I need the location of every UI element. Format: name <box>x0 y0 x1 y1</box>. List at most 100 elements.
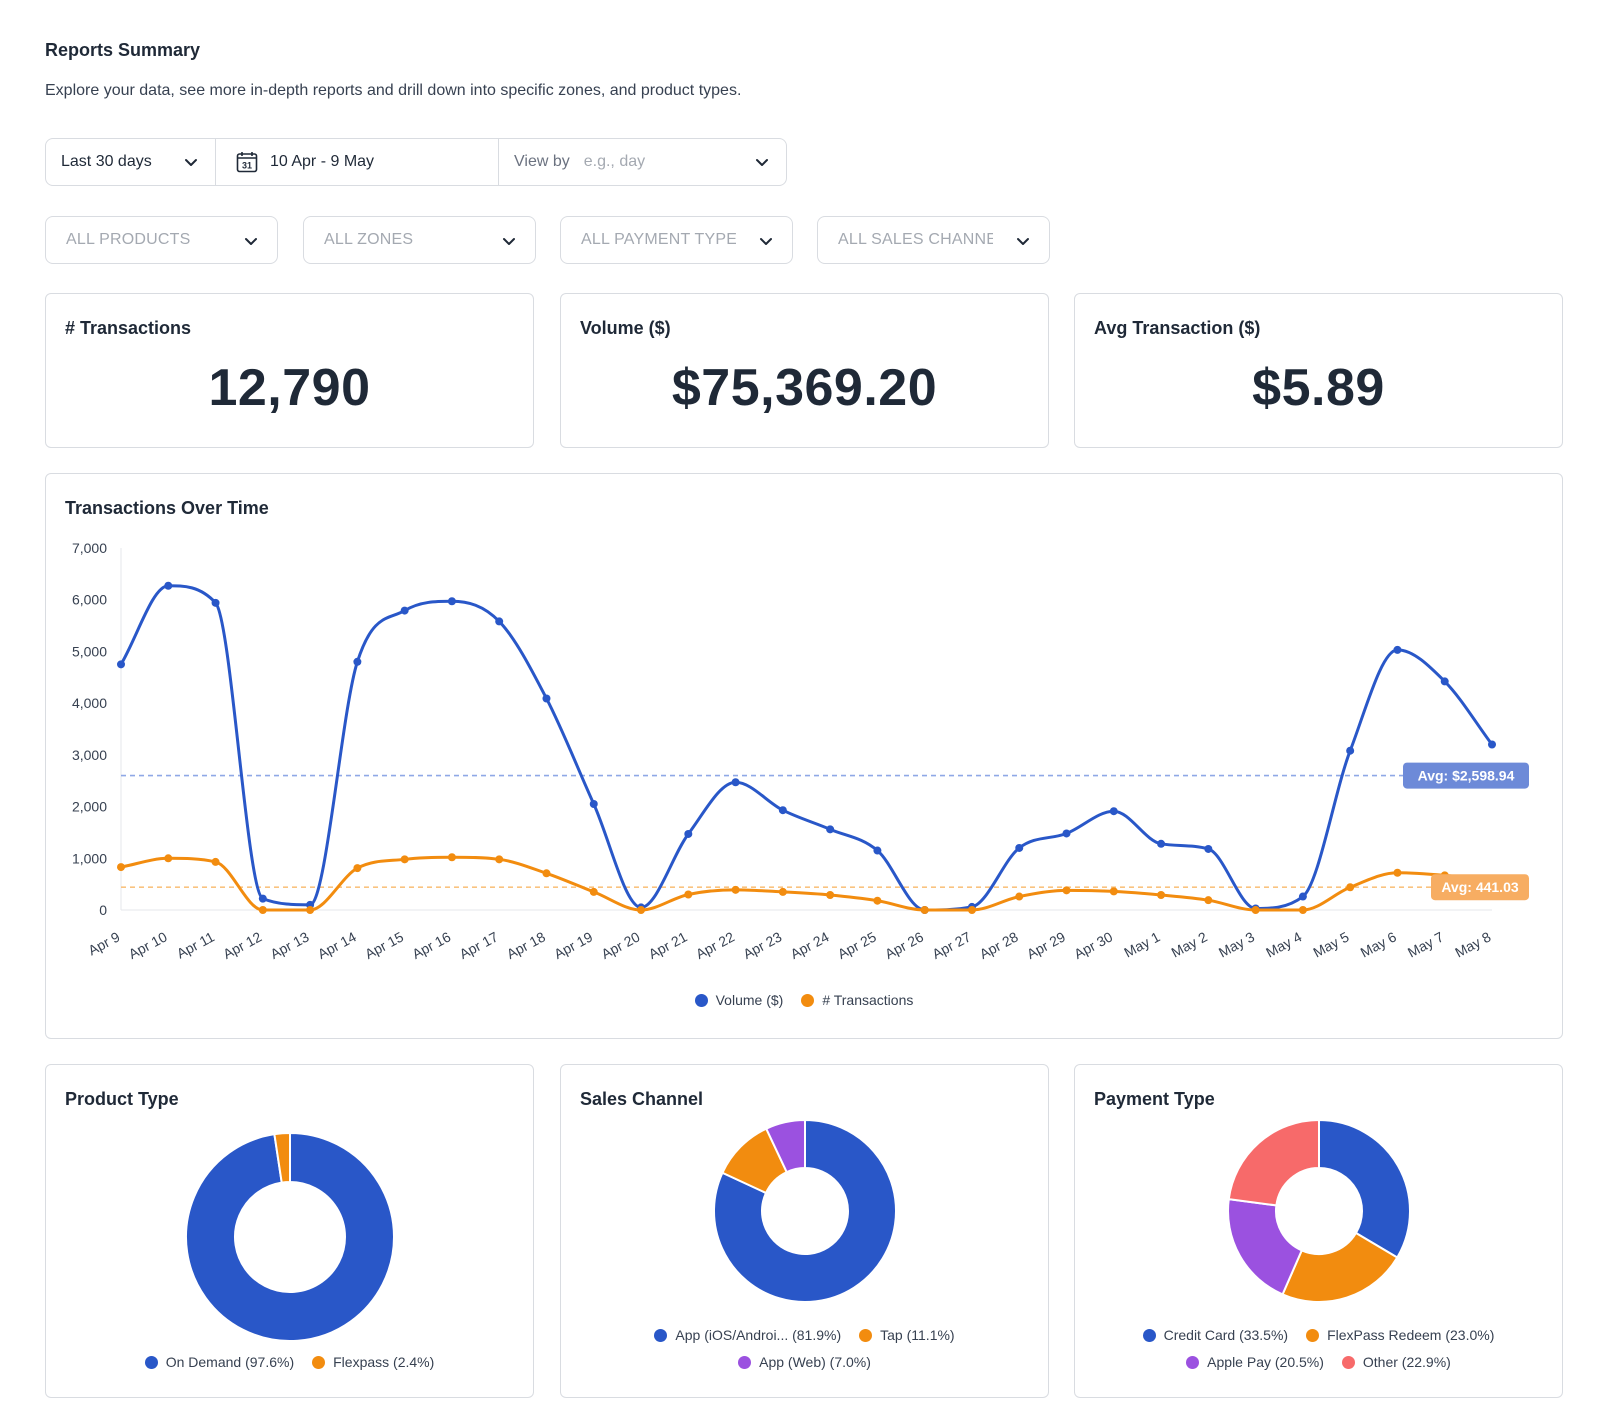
data-point <box>1393 645 1402 654</box>
date-range-picker[interactable]: 31 10 Apr - 9 May <box>216 139 499 185</box>
x-tick-label: Apr 14 <box>315 928 359 962</box>
filter-zones[interactable]: ALL ZONES <box>303 216 536 264</box>
data-point <box>1440 677 1449 686</box>
legend-item[interactable]: Other (22.9%) <box>1341 1354 1451 1370</box>
legend-item[interactable]: App (Web) (7.0%) <box>738 1354 871 1370</box>
x-tick-label: May 3 <box>1216 928 1257 960</box>
legend-item[interactable]: Credit Card (33.5%) <box>1142 1327 1288 1343</box>
x-tick-label: Apr 11 <box>174 928 217 961</box>
line-chart-legend: Volume ($) # Transactions <box>46 992 1562 1008</box>
chart-title: Product Type <box>65 1089 179 1109</box>
view-by-select[interactable]: View by <box>499 139 786 185</box>
filter-payment-types[interactable]: ALL PAYMENT TYPES <box>560 216 793 264</box>
filter-zones-label: ALL ZONES <box>324 231 414 248</box>
x-tick-label: Apr 16 <box>409 928 453 962</box>
legend-item[interactable]: Flexpass (2.4%) <box>312 1354 434 1370</box>
data-point <box>589 887 598 896</box>
x-tick-label: Apr 15 <box>362 928 406 962</box>
data-point <box>1015 892 1024 901</box>
y-tick-label: 6,000 <box>72 592 107 608</box>
product-type-donut <box>185 1131 395 1342</box>
filter-products-label: ALL PRODUCTS <box>66 231 191 248</box>
legend-label: FlexPass Redeem (23.0%) <box>1327 1327 1495 1343</box>
data-point <box>731 778 740 787</box>
payment-type-card: Payment Type Credit Card (33.5%) FlexPas… <box>1074 1064 1563 1398</box>
legend-item[interactable]: Apple Pay (20.5%) <box>1186 1354 1324 1370</box>
y-tick-label: 3,000 <box>72 747 107 763</box>
x-tick-label: Apr 23 <box>740 928 784 962</box>
legend-dot-icon <box>1186 1355 1200 1369</box>
sales-channel-card: Sales Channel App (iOS/Androi... (81.9%)… <box>560 1064 1049 1398</box>
chevron-down-icon <box>245 238 257 245</box>
data-point <box>542 694 551 703</box>
view-by-input[interactable] <box>583 153 734 171</box>
x-tick-label: May 6 <box>1358 928 1399 960</box>
donut-slice <box>185 1131 395 1342</box>
legend-label: Apple Pay (20.5%) <box>1207 1354 1324 1370</box>
x-tick-label: May 1 <box>1121 928 1162 960</box>
legend-item-volume[interactable]: Volume ($) <box>694 992 783 1008</box>
filter-products[interactable]: ALL PRODUCTS <box>45 216 278 264</box>
chevron-down-icon <box>503 238 515 245</box>
x-tick-label: Apr 13 <box>268 928 312 962</box>
data-point <box>306 906 315 914</box>
view-by-label: View by <box>514 153 570 170</box>
data-point <box>258 894 267 903</box>
data-point <box>778 806 787 815</box>
data-point <box>1251 906 1260 914</box>
legend-label: App (Web) (7.0%) <box>759 1354 871 1370</box>
legend-dot-icon <box>312 1355 326 1369</box>
legend-item[interactable]: On Demand (97.6%) <box>144 1354 294 1370</box>
x-tick-label: Apr 18 <box>504 928 548 962</box>
data-point <box>684 829 693 838</box>
product-type-legend: On Demand (97.6%) Flexpass (2.4%) <box>46 1354 533 1370</box>
donut-slice <box>273 1131 291 1184</box>
data-point <box>211 598 220 607</box>
data-point <box>164 854 173 863</box>
y-tick-label: 0 <box>99 902 107 918</box>
data-point <box>1204 844 1213 853</box>
data-point <box>1346 746 1355 755</box>
page-title: Reports Summary <box>45 40 201 60</box>
legend-item[interactable]: FlexPass Redeem (23.0%) <box>1306 1327 1494 1343</box>
data-point <box>1109 887 1118 896</box>
filter-sales-channels[interactable]: ALL SALES CHANNELS <box>817 216 1050 264</box>
x-tick-label: Apr 17 <box>457 928 501 962</box>
legend-item[interactable]: Tap (11.1%) <box>859 1327 955 1343</box>
data-point <box>967 906 976 914</box>
legend-item[interactable]: App (iOS/Androi... (81.9%) <box>654 1327 841 1343</box>
x-tick-label: Apr 28 <box>977 928 1021 962</box>
donut-slice <box>713 1118 897 1303</box>
donut-slice <box>1227 1118 1320 1207</box>
data-point <box>684 890 693 899</box>
filter-payment-types-label: ALL PAYMENT TYPES <box>581 231 736 248</box>
data-point <box>1157 839 1166 848</box>
chart-title: Payment Type <box>1094 1089 1215 1109</box>
legend-dot-icon <box>1341 1355 1355 1369</box>
donut-slice <box>1318 1118 1411 1259</box>
x-tick-label: Apr 30 <box>1071 928 1115 962</box>
legend-label: Tap (11.1%) <box>880 1327 955 1343</box>
range-select[interactable]: Last 30 days <box>46 139 216 185</box>
data-point <box>447 853 456 862</box>
legend-dot-icon <box>1142 1328 1156 1342</box>
volume-series-line <box>119 584 1494 912</box>
x-tick-label: May 8 <box>1452 928 1493 960</box>
x-tick-label: May 7 <box>1405 928 1446 960</box>
data-point <box>1157 891 1166 900</box>
kpi-title: # Transactions <box>65 318 192 338</box>
kpi-card-transactions: # Transactions 12,790 <box>45 293 534 448</box>
average-badge <box>1403 762 1529 789</box>
transactions-series-line <box>120 855 1493 912</box>
x-tick-label: Apr 24 <box>788 928 832 962</box>
kpi-title: Avg Transaction ($) <box>1094 318 1261 338</box>
payment-type-donut <box>1227 1118 1411 1303</box>
x-tick-label: Apr 10 <box>126 928 170 962</box>
legend-item-transactions[interactable]: # Transactions <box>801 992 913 1008</box>
y-tick-label: 4,000 <box>72 695 107 711</box>
range-select-label: Last 30 days <box>61 153 152 170</box>
chevron-down-icon <box>185 159 197 166</box>
data-point <box>637 906 646 914</box>
payment-type-legend: Credit Card (33.5%) FlexPass Redeem (23.… <box>1075 1327 1562 1343</box>
y-tick-label: 7,000 <box>72 540 107 556</box>
